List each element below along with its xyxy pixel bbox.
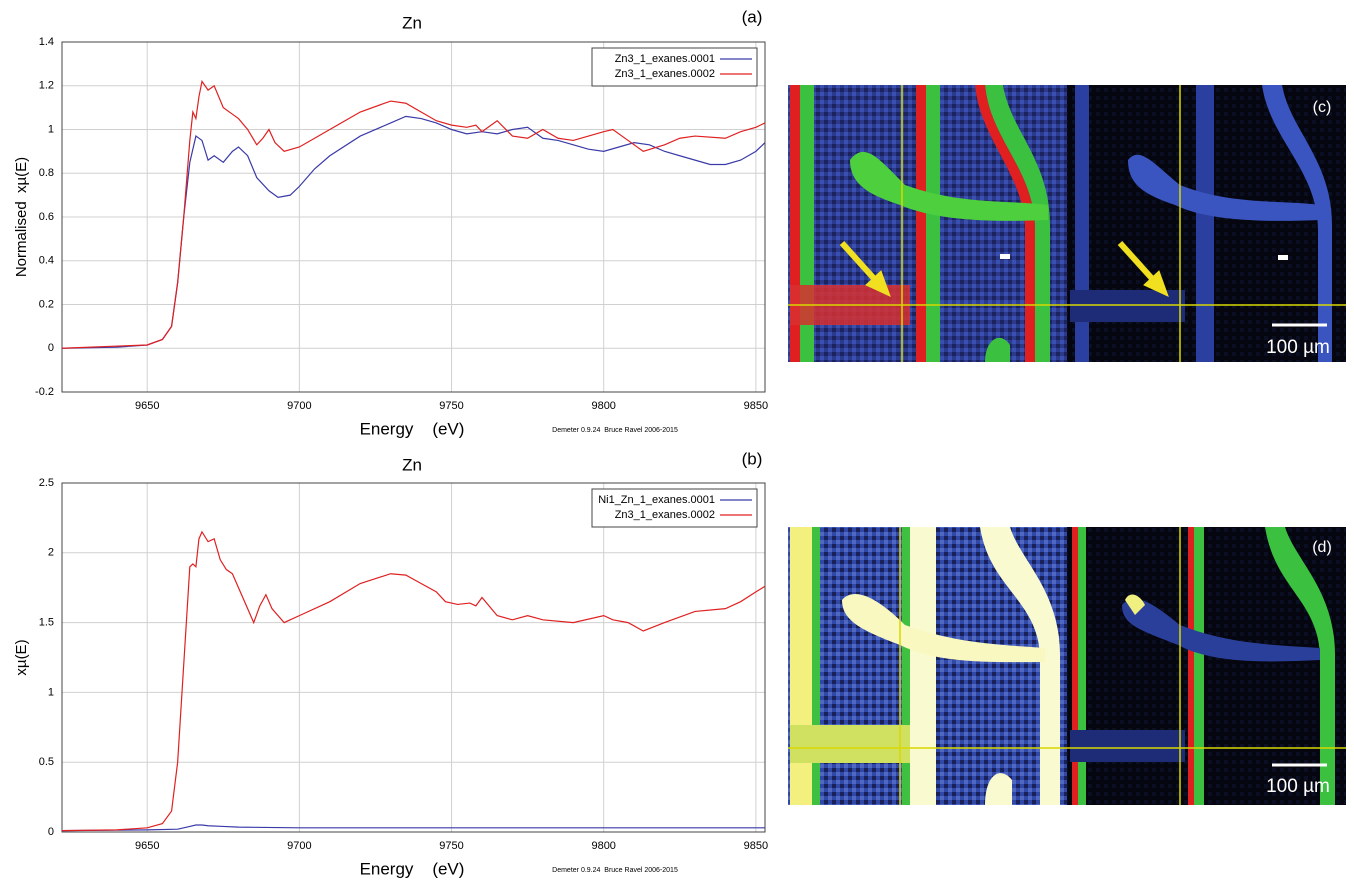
stripe (916, 85, 926, 362)
legend-box (591, 47, 758, 87)
x-tick-label: 9800 (591, 400, 615, 412)
footer: Demeter 0.9.24 Bruce Ravel 2006-2015 (552, 427, 678, 434)
y-tick-label: 1 (48, 686, 54, 698)
x-axis-label: Energy (eV) (360, 419, 465, 438)
arrows (839, 240, 1169, 297)
stripe (1196, 85, 1214, 362)
x-tick-label: 9650 (135, 400, 159, 412)
y-tick-label: 1.5 (39, 617, 54, 629)
band (1070, 730, 1185, 762)
stripe (985, 85, 1050, 362)
blob (985, 337, 1010, 362)
y-axis-label: xµ(E) (13, 639, 30, 675)
blob (1122, 598, 1320, 662)
x-tick-label: 9650 (135, 840, 159, 852)
panel-label: (d) (1312, 539, 1332, 556)
crosshair (788, 527, 1346, 805)
legend-box (591, 488, 758, 528)
blob (850, 151, 1048, 221)
scale-bar-label: 100 µm (1266, 337, 1330, 358)
stripe (926, 85, 940, 362)
x-tick-label: 9850 (744, 400, 768, 412)
stripe (790, 85, 800, 362)
stripe (975, 85, 1035, 362)
y-tick-label: 1.4 (39, 36, 54, 48)
crosshair (788, 85, 1346, 362)
stripe (1072, 527, 1078, 805)
chart-title: Zn (402, 13, 422, 32)
plot-frame (61, 482, 766, 833)
stripe (1262, 85, 1332, 362)
map-panel-d: 100 µm (d) (788, 527, 1346, 805)
panel-label: (b) (742, 449, 763, 468)
data-line (61, 530, 766, 832)
plot-frame (61, 41, 766, 393)
pixel (1000, 254, 1010, 259)
y-tick-label: -0.2 (35, 386, 54, 398)
map-panel-c: 100 µm (c) (788, 85, 1346, 362)
y-axis-label: Normalised xµ(E) (13, 157, 30, 277)
x-tick-label: 9700 (287, 840, 311, 852)
blob (1125, 594, 1145, 615)
y-tick-label: 2 (48, 547, 54, 559)
pixel (1278, 255, 1288, 260)
band (790, 725, 910, 763)
stripe (1078, 527, 1086, 805)
blob (985, 773, 1012, 805)
footer: Demeter 0.9.24 Bruce Ravel 2006-2015 (552, 867, 678, 874)
y-tick-label: 1.2 (39, 80, 54, 92)
y-tick-label: 0.8 (39, 167, 54, 179)
x-tick-label: 9850 (744, 840, 768, 852)
stripe (902, 527, 910, 805)
blob (1128, 154, 1320, 221)
stripe (980, 527, 1060, 805)
panel-label: (a) (742, 7, 763, 26)
x-axis-label: Energy (eV) (360, 859, 465, 878)
stripe (1188, 527, 1194, 805)
legend-label: Zn3_1_exanes.0001 (615, 53, 715, 65)
x-tick-label: 9800 (591, 840, 615, 852)
y-tick-label: 0.2 (39, 298, 54, 310)
stripe (812, 527, 820, 805)
y-tick-label: 0.5 (39, 756, 54, 768)
chart-title: Zn (402, 455, 422, 474)
y-tick-label: 0.6 (39, 211, 54, 223)
legend-label: Zn3_1_exanes.0002 (615, 509, 715, 521)
stripe (910, 527, 936, 805)
stripe (1194, 527, 1204, 805)
y-tick-label: 0 (48, 342, 54, 354)
data-line (61, 79, 766, 349)
y-tick-label: 0 (48, 826, 54, 838)
y-tick-label: 2.5 (39, 477, 54, 489)
y-tick-label: 0.4 (39, 255, 54, 267)
arrow-head (865, 270, 891, 297)
data-line (61, 115, 766, 349)
stripe (1265, 527, 1335, 805)
blob (842, 594, 1045, 663)
x-tick-label: 9750 (439, 400, 463, 412)
x-tick-label: 9700 (287, 400, 311, 412)
x-tick-label: 9750 (439, 840, 463, 852)
panel-label: (c) (1313, 99, 1332, 116)
legend-label: Zn3_1_exanes.0002 (615, 68, 715, 80)
scale-bar-label: 100 µm (1266, 776, 1330, 797)
arrow (839, 240, 881, 286)
legend-label: Ni1_Zn_1_exanes.0001 (598, 494, 715, 506)
stripe (790, 527, 812, 805)
arrow-head (1143, 270, 1169, 297)
y-tick-label: 1 (48, 123, 54, 135)
data-line (61, 824, 765, 832)
arrow (1117, 240, 1159, 286)
